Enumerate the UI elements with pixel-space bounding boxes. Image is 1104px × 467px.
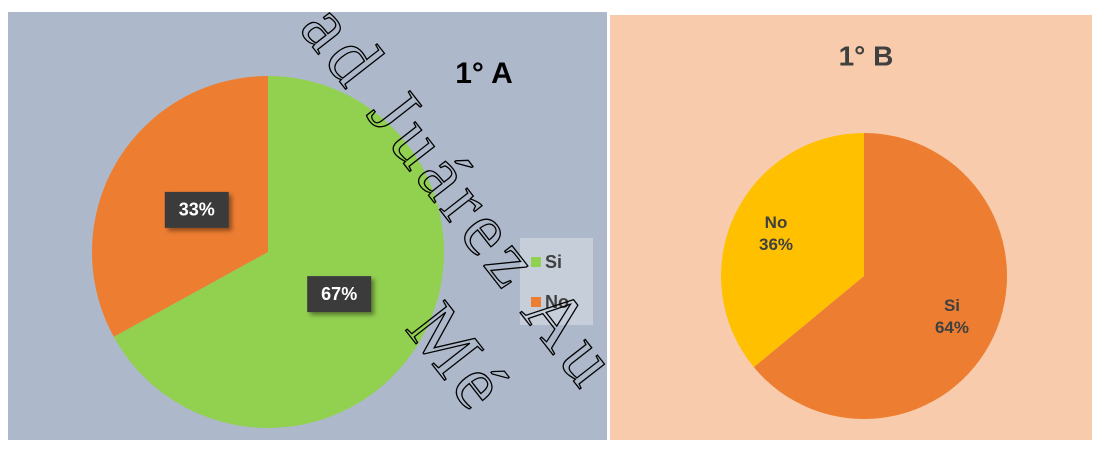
legend-label: No [545,292,569,312]
data-label: 67% [321,284,357,304]
data-label-category: No [765,213,788,232]
pie-slice [720,133,864,368]
data-label: 64% [935,318,969,337]
legend-box [520,238,593,325]
chart-title: 1° A [455,57,513,90]
legend-label: Si [545,252,562,272]
pie-chart: 1° A 67% 33% Si No [8,12,607,440]
pie-slice [113,76,445,429]
pie-chart: 1° B Si 64% No 36% [610,15,1092,440]
data-label-category: Si [944,296,960,315]
data-label: 33% [179,200,215,220]
pie-slice [753,133,1007,419]
charts: 1° A 67% 33% Si No 1° B Si 64% No 36% [8,12,1092,440]
legend-swatch [531,257,541,267]
chart-title: 1° B [839,40,894,71]
data-label-box [164,191,229,228]
legend-swatch [531,297,541,307]
data-label: 36% [759,235,793,254]
data-label-box [307,276,372,313]
